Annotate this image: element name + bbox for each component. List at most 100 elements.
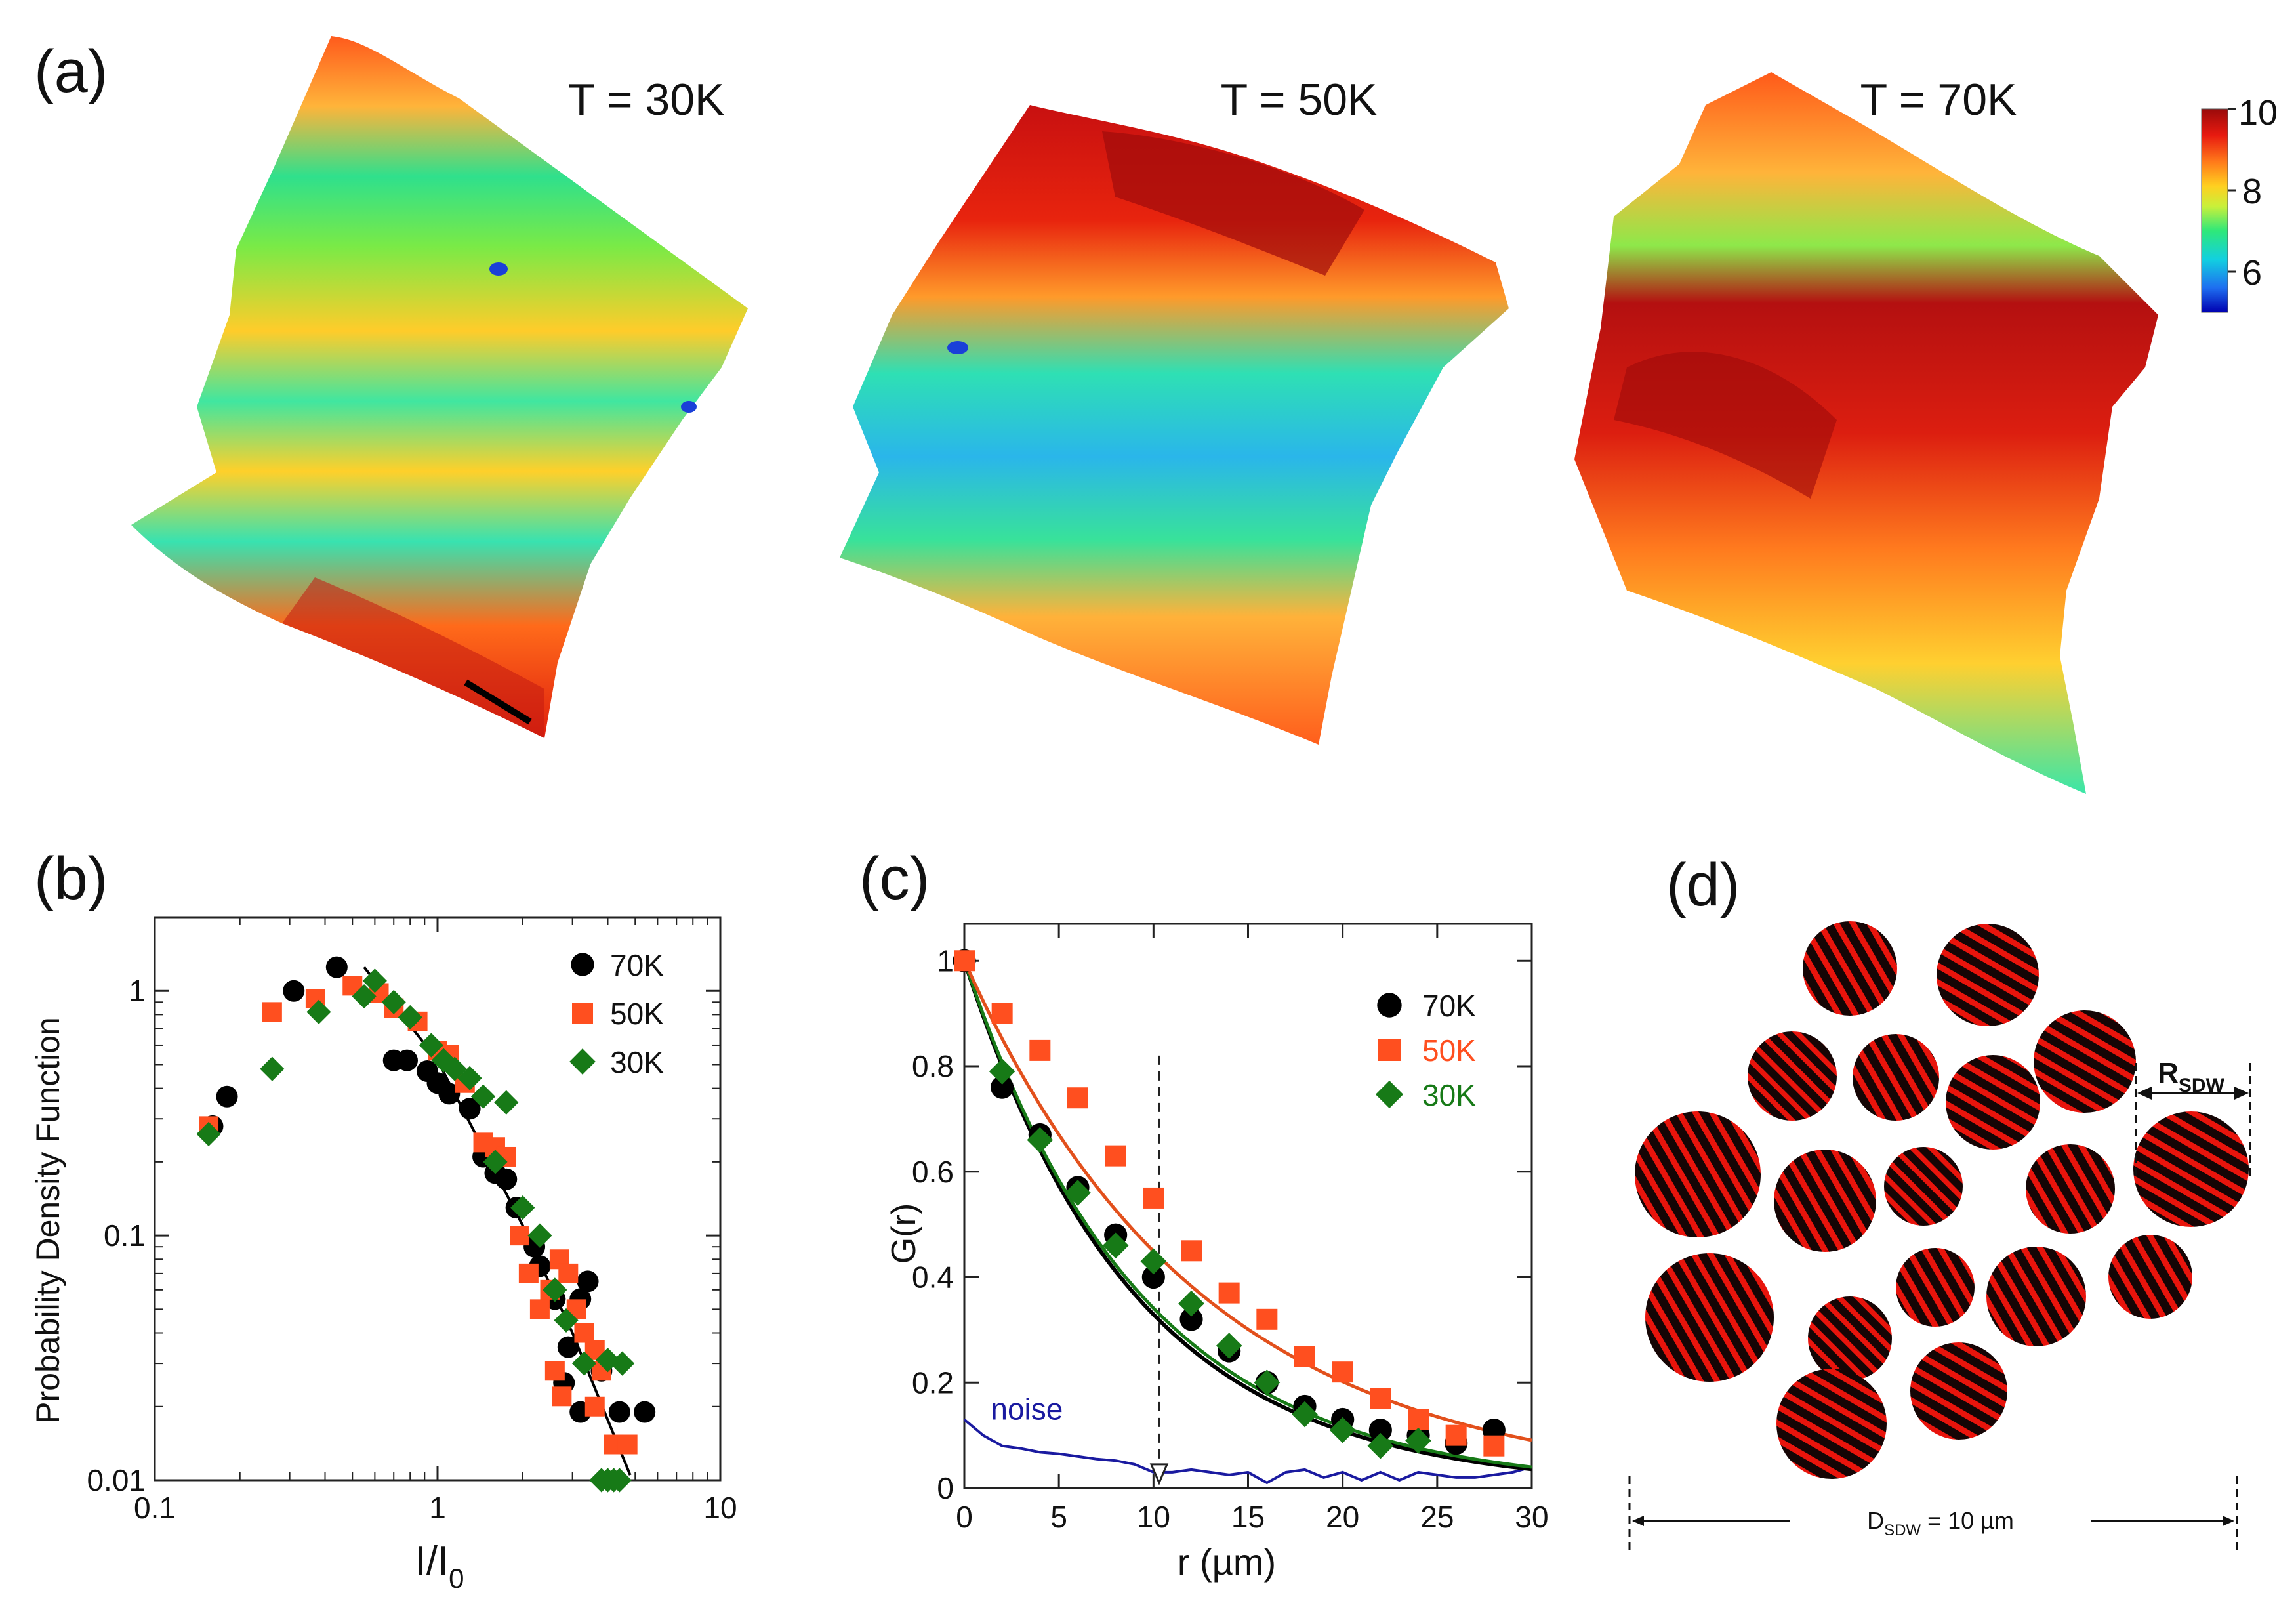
c-point-30K: [1065, 1180, 1091, 1206]
c-point-70K: [1179, 1308, 1203, 1331]
b-point-70K: [634, 1401, 656, 1423]
c-xlabel: r (µm): [1178, 1541, 1276, 1583]
b-point-50K: [558, 1263, 579, 1283]
sdw-domain: [2108, 1235, 2192, 1319]
c-y-tick-label: 0: [937, 1471, 954, 1505]
c-point-50K: [1181, 1240, 1202, 1262]
surface-30k-shadow: [282, 577, 544, 738]
b-point-70K: [216, 1085, 238, 1108]
b-point-30K: [196, 1121, 221, 1146]
b-point-30K: [609, 1351, 635, 1376]
b-point-70K: [325, 956, 348, 978]
c-point-70K: [1141, 1265, 1165, 1289]
c-y-tick-label: 0.6: [912, 1155, 954, 1189]
c-legend-marker-70K: [1377, 993, 1402, 1018]
b-point-30K: [457, 1066, 482, 1090]
b-point-70K: [557, 1336, 579, 1358]
panel-a: (a) T = 30K T = 50K T = 70K 10 8 6: [34, 36, 2278, 794]
c-noise-label: noise: [991, 1392, 1063, 1426]
panel-d-label: (d): [1666, 852, 1740, 919]
c-legend: 70K 50K 30K: [1375, 989, 1476, 1112]
c-legend-marker-30K: [1375, 1080, 1404, 1109]
b-x-tick-label: 1: [429, 1491, 446, 1525]
b-point-30K: [381, 989, 406, 1014]
b-point-30K: [607, 1468, 632, 1493]
title-50k: T = 50K: [1221, 75, 1378, 125]
b-point-70K: [459, 1098, 481, 1120]
surface-50k-peak: [1102, 131, 1364, 276]
sdw-domain: [1748, 1031, 1837, 1121]
sdw-domain: [1946, 1055, 2040, 1150]
b-point-70K: [608, 1401, 630, 1423]
sdw-domain: [1645, 1253, 1774, 1382]
c-fit-curve: [962, 960, 1532, 1442]
b-point-70K: [438, 1083, 461, 1105]
c-point-30K: [1178, 1290, 1204, 1317]
c-y-tick-label: 0.2: [912, 1365, 954, 1400]
b-legend-label: 50K: [610, 997, 664, 1031]
d-sdw-arrowhead-right: [2223, 1516, 2234, 1526]
c-point-30K: [1254, 1369, 1281, 1396]
panel-d: (d) RSDW: [1628, 852, 2251, 1555]
c-point-50K: [1105, 1145, 1126, 1167]
c-legend-label: 50K: [1422, 1033, 1476, 1068]
c-point-30K: [1367, 1432, 1394, 1459]
c-noise-line: [963, 1418, 1532, 1485]
sdw-domain: [1776, 1369, 1887, 1479]
b-xlabel-sub: 0: [449, 1563, 464, 1594]
sdw-domain: [1986, 1247, 2086, 1346]
c-point-30K: [1027, 1127, 1054, 1153]
surface-70k: [1574, 72, 2158, 794]
b-point-50K: [529, 1299, 550, 1319]
b-point-30K: [419, 1033, 443, 1058]
b-point-30K: [362, 968, 387, 993]
b-point-30K: [543, 1277, 567, 1302]
c-x-tick-label: 5: [1050, 1500, 1067, 1534]
b-point-70K: [283, 980, 305, 1002]
surface-50k: [840, 105, 1509, 745]
c-x-tick-label: 30: [1515, 1500, 1548, 1534]
colorbar-tick-label: 10: [2238, 93, 2278, 133]
b-point-50K: [544, 1361, 565, 1381]
c-point-30K: [1329, 1417, 1356, 1443]
b-y-tick-label: 0.1: [104, 1218, 146, 1253]
c-y-tick-label: 0.4: [912, 1260, 954, 1295]
c-point-50K: [1256, 1308, 1278, 1330]
c-x-tick-label: 25: [1420, 1500, 1454, 1534]
b-point-30K: [494, 1090, 519, 1115]
colorbar: [2201, 108, 2228, 313]
c-legend-label: 70K: [1422, 989, 1476, 1023]
panel-b-label: (b): [34, 845, 108, 912]
b-point-70K: [495, 1168, 518, 1190]
panel-b: (b) Probability Density Function I/I0 0.…: [30, 845, 737, 1594]
c-point-50K: [1483, 1435, 1505, 1457]
b-point-50K: [518, 1263, 539, 1283]
b-point-30K: [260, 1056, 285, 1081]
c-ylabel: G(r): [885, 1203, 923, 1264]
c-plot-area: 0 5 10 15 20 25 30 0 0.2 0.4 0.6 0.8 1 noise: [912, 923, 1549, 1534]
b-point-50K: [262, 1002, 282, 1022]
b-point-50K: [617, 1434, 638, 1455]
b-x-tick-label: 0.1: [134, 1491, 176, 1525]
b-point-30K: [483, 1150, 508, 1174]
r-sdw-arrowhead-right: [2234, 1087, 2249, 1100]
scale-bar: [464, 679, 532, 725]
colorbar-tick-label: 8: [2242, 172, 2262, 211]
sdw-domain: [1910, 1342, 2007, 1440]
sdw-domain: [1774, 1150, 1876, 1252]
r-sdw-label-sub: SDW: [2179, 1075, 2225, 1096]
surface-50k-low-spot: [947, 341, 968, 354]
sdw-domain: [1853, 1034, 1939, 1121]
c-fit-curve: [962, 960, 1532, 1469]
sdw-domain: [2026, 1144, 2115, 1234]
b-legend-label: 70K: [610, 948, 664, 982]
c-legend-marker-50K: [1378, 1039, 1401, 1061]
c-y-tick-label: 1: [937, 944, 954, 978]
b-legend-marker-30K: [569, 1048, 596, 1075]
b-point-70K: [396, 1049, 418, 1071]
colorbar-tick-label: 6: [2242, 253, 2262, 293]
c-point-50K: [1332, 1361, 1353, 1383]
c-x-tick-label: 20: [1326, 1500, 1359, 1534]
c-point-50K: [1370, 1388, 1391, 1409]
